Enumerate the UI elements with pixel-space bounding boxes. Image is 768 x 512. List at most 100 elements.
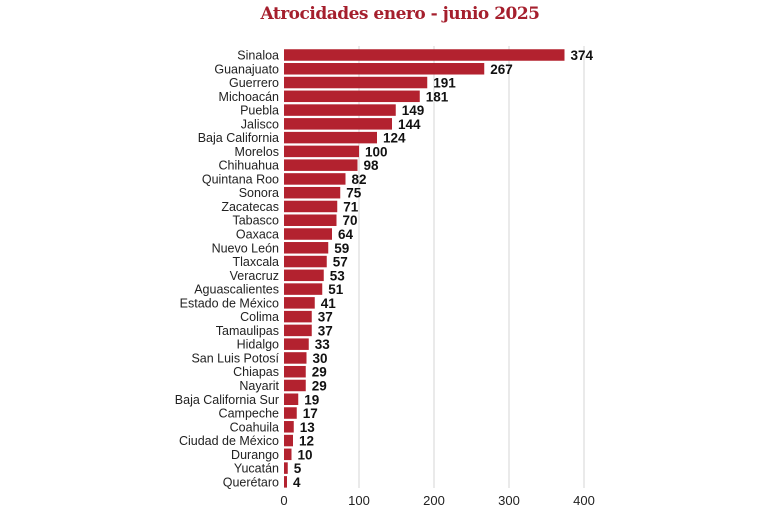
category-label: Hidalgo (237, 338, 279, 352)
bar (284, 269, 324, 282)
bar (284, 462, 288, 474)
bar (284, 49, 565, 61)
data-label: 70 (343, 213, 358, 228)
category-label: Guanajuato (214, 62, 279, 76)
data-label: 37 (318, 323, 333, 338)
bar (284, 379, 306, 392)
category-label: Guerrero (229, 76, 279, 90)
category-label: Chihuahua (219, 159, 280, 173)
category-label: Yucatán (234, 462, 279, 476)
data-label: 5 (294, 461, 302, 476)
data-label: 17 (303, 406, 318, 421)
bar (284, 173, 346, 185)
data-label: 124 (383, 131, 406, 146)
data-label: 191 (433, 76, 456, 91)
category-label: Tabasco (232, 214, 279, 228)
category-label: San Luis Potosí (191, 351, 279, 365)
x-tick-label: 0 (280, 493, 287, 508)
category-label: Durango (231, 448, 279, 462)
data-label: 12 (299, 434, 314, 449)
bar (284, 242, 329, 254)
category-label: Colima (240, 310, 279, 324)
data-label: 149 (402, 103, 425, 118)
bar (284, 283, 323, 295)
bar (284, 393, 299, 405)
bar (284, 407, 297, 419)
data-label: 374 (571, 48, 594, 63)
data-label: 29 (312, 365, 327, 380)
data-label: 98 (364, 158, 380, 173)
data-label: 75 (346, 186, 362, 201)
bar (284, 310, 312, 323)
bar (284, 476, 287, 488)
bar (284, 159, 358, 171)
data-label: 64 (338, 227, 354, 242)
data-label: 10 (298, 447, 313, 462)
x-tick-label: 200 (423, 493, 445, 508)
x-tick-label: 300 (498, 493, 520, 508)
category-label: Jalisco (241, 117, 279, 131)
data-label: 33 (315, 337, 331, 352)
category-label: Aguascalientes (194, 283, 279, 297)
bar (284, 63, 485, 75)
category-label: Estado de México (180, 296, 279, 310)
bar (284, 228, 332, 240)
data-label: 100 (365, 144, 388, 159)
category-label: Morelos (235, 145, 279, 159)
data-label: 59 (334, 241, 349, 256)
bar (284, 352, 307, 364)
data-label: 71 (343, 199, 359, 214)
category-label: Chiapas (233, 365, 279, 379)
bar (284, 421, 294, 433)
bar (284, 90, 420, 103)
category-label: Sonora (239, 186, 279, 200)
category-label: Puebla (240, 104, 279, 118)
category-label: Querétaro (223, 475, 279, 489)
category-label: Ciudad de México (179, 434, 279, 448)
data-label: 144 (398, 117, 421, 132)
bar (284, 338, 309, 350)
bar (284, 434, 293, 447)
category-label: Oaxaca (236, 228, 279, 242)
category-label: Nuevo León (212, 241, 279, 255)
chart-title: Atrocidades enero - junio 2025 (260, 4, 540, 24)
x-tick-label: 400 (573, 493, 595, 508)
bar (284, 255, 327, 268)
bar (284, 297, 315, 309)
data-label: 181 (426, 89, 449, 104)
category-label: Tlaxcala (232, 255, 279, 269)
category-label: Zacatecas (221, 200, 279, 214)
category-label: Nayarit (239, 379, 279, 393)
category-label: Quintana Roo (202, 172, 279, 186)
bar (284, 145, 359, 158)
category-label: Baja California Sur (175, 393, 279, 407)
bar (284, 448, 292, 461)
data-label: 57 (333, 255, 348, 270)
data-label: 19 (304, 392, 319, 407)
category-label: Tamaulipas (216, 324, 279, 338)
category-label: Sinaloa (237, 49, 279, 63)
data-label: 30 (313, 351, 328, 366)
category-label: Veracruz (230, 269, 279, 283)
x-tick-label: 100 (348, 493, 370, 508)
data-label: 53 (330, 268, 346, 283)
category-label: Michoacán (219, 90, 279, 104)
data-label: 41 (321, 296, 337, 311)
bar (284, 76, 428, 89)
category-label: Coahuila (230, 420, 279, 434)
data-label: 37 (318, 310, 333, 325)
bar (284, 365, 306, 378)
data-label: 51 (328, 282, 344, 297)
data-label: 29 (312, 378, 327, 393)
bar (284, 200, 338, 213)
category-label: Campeche (219, 407, 279, 421)
data-label: 4 (293, 475, 301, 490)
bar (284, 214, 337, 226)
bar (284, 104, 396, 116)
bar (284, 186, 341, 199)
category-label: Baja California (198, 131, 279, 145)
bar (284, 118, 392, 130)
data-label: 82 (352, 172, 367, 187)
data-label: 267 (490, 62, 513, 77)
